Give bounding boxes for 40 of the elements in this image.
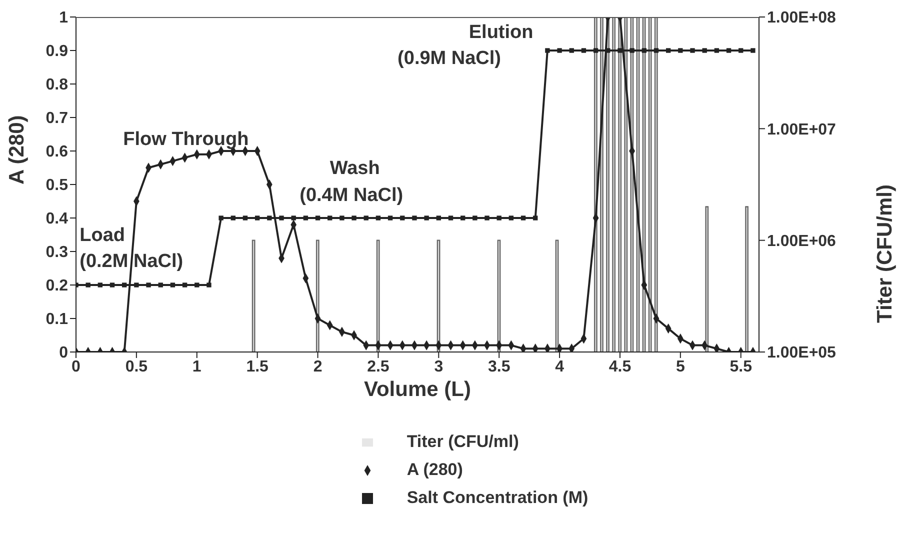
y2-tick-label: 1.00E+07 [767, 121, 836, 138]
x-tick-label: 1 [192, 358, 202, 376]
legend-label: Salt Concentration (M) [406, 488, 588, 507]
y-tick-label: 1 [59, 10, 68, 27]
x-tick-label: 0 [72, 358, 81, 376]
x-tick-label: 5 [676, 358, 685, 376]
annotation: Elution [468, 22, 534, 44]
y-tick-label: 0.3 [46, 244, 68, 262]
x-axis-title: Volume (L) [364, 378, 471, 401]
x-tick-label: 2 [313, 358, 322, 376]
y2-axis-title: Titer (CFU/ml) [873, 184, 896, 323]
x-tick-label: 0.5 [125, 358, 148, 376]
x-tick-label: 5.5 [730, 358, 752, 376]
x-tick-label: 3 [434, 358, 444, 376]
y-axis-title: A (280) [5, 115, 28, 184]
annotation: Flow Through [123, 128, 249, 151]
x-tick-label: 2.5 [367, 358, 390, 376]
y2-tick-label: 1.00E+08 [767, 10, 836, 27]
y-tick-label: 0.9 [46, 43, 68, 60]
annotation: Load [80, 225, 126, 248]
x-tick-label: 4 [555, 358, 564, 376]
legend-label: Titer (CFU/ml) [406, 432, 519, 451]
y2-tick-label: 1.00E+06 [767, 233, 836, 250]
y-tick-label: 0.7 [46, 110, 68, 128]
annotation: (0.9M NaCl) [398, 48, 502, 70]
y2-tick-label: 1.00E+05 [767, 344, 836, 362]
y-tick-label: 0.8 [46, 76, 68, 94]
y-tick-label: 0.1 [46, 311, 68, 328]
y-tick-label: 0.2 [46, 278, 68, 295]
annotation: (0.2M NaCl) [80, 250, 184, 273]
x-tick-label: 1.5 [246, 358, 269, 376]
y-tick-label: 0.5 [46, 177, 68, 194]
annotation: (0.4M NaCl) [300, 184, 404, 207]
x-tick-label: 4.5 [608, 358, 632, 376]
y-tick-label: 0.6 [46, 144, 68, 161]
x-tick-label: 3.5 [488, 358, 510, 376]
legend-label: A (280) [406, 460, 463, 479]
y-tick-label: 0.4 [46, 210, 68, 228]
y-tick-label: 0 [59, 344, 68, 362]
annotation: Wash [330, 158, 380, 180]
